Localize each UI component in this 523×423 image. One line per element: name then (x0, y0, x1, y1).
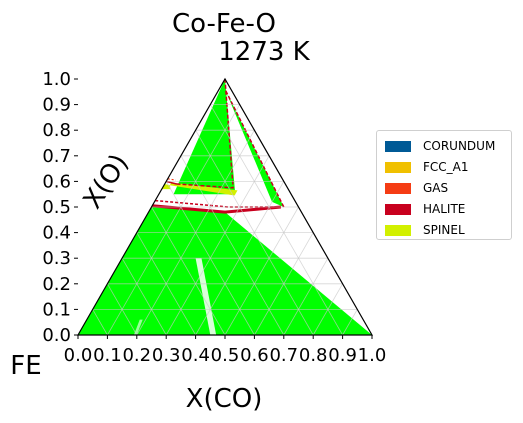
legend-label: FCC_A1 (423, 160, 469, 174)
grid-line-co (107, 104, 241, 336)
phase-region-lower (78, 207, 372, 335)
y-tick-label: 0.9 (42, 95, 71, 116)
legend: CORUNDUM FCC_A1 GAS HALITE SPINEL (376, 130, 512, 240)
tie-line-streak-small (133, 319, 143, 335)
grid-line-fe (151, 206, 226, 336)
x-tick-label: 0.7 (269, 345, 298, 366)
legend-swatch (385, 182, 411, 194)
corner-label: FE (10, 351, 41, 381)
y-tick-label: 0.5 (42, 197, 71, 218)
legend-entry: CORUNDUM (385, 139, 495, 153)
y-tick-labels: 0.0 0.1 0.2 0.3 0.4 0.5 0.6 0.7 0.8 0.9 1.0 (42, 69, 78, 346)
tie-line-streak (195, 258, 217, 335)
y-tick-label: 0.0 (42, 325, 71, 346)
grid-lines (92, 104, 358, 336)
grid-line-fe (107, 283, 138, 336)
grid-line-co (283, 258, 329, 336)
x-tick-label: 0.5 (211, 345, 240, 366)
spinel-band (169, 182, 238, 196)
y-tick-label: 0.6 (42, 171, 71, 192)
x-tick-label: 0.0 (64, 345, 93, 366)
grid-line-fe (209, 104, 343, 336)
plot-area (76, 77, 374, 336)
y-tick-label: 0.2 (42, 274, 71, 295)
y-tick-label: 0.3 (42, 248, 71, 269)
legend-entry: SPINEL (385, 223, 465, 237)
legend-entry: HALITE (385, 202, 465, 216)
x-tick-label: 0.2 (122, 345, 151, 366)
halite-boundary-lower (152, 204, 281, 214)
x-tick-label: 0.9 (328, 345, 357, 366)
legend-swatch (385, 140, 411, 152)
x-tick-label: 0.4 (181, 345, 210, 366)
legend-label: GAS (423, 181, 449, 195)
x-axis-label: X(CO) (186, 384, 263, 414)
y-tick-label: 1.0 (42, 69, 71, 90)
grid-line-fe (92, 309, 108, 336)
grid-line-fe (136, 232, 196, 336)
x-tick-labels: 0.0 0.1 0.2 0.3 0.4 0.5 0.6 0.7 0.8 0.9 1.0 (64, 335, 387, 366)
grid-line-co (342, 309, 358, 336)
chart-title: Co-Fe-O (172, 9, 276, 39)
halite-boundary-right (224, 88, 285, 208)
chart-subtitle: 1273 K (218, 37, 310, 67)
legend-swatch (385, 161, 411, 173)
halite-boundary-upper (155, 199, 281, 208)
x-tick-label: 0.6 (240, 345, 269, 366)
grid-line-co (224, 206, 299, 336)
x-tick-label: 0.8 (299, 345, 328, 366)
x-tick-label: 0.1 (93, 345, 122, 366)
x-tick-label: 0.3 (152, 345, 181, 366)
y-tick-label: 0.1 (42, 299, 71, 320)
y-tick-label: 0.8 (42, 120, 71, 141)
phase-region-upper-wedge (173, 79, 236, 195)
legend-swatch (385, 203, 411, 215)
legend-label: SPINEL (423, 223, 465, 237)
grid-line-fe (165, 181, 255, 336)
legend-entry: FCC_A1 (385, 160, 469, 174)
grid-line-fe (195, 130, 314, 336)
y-tick-label: 0.4 (42, 223, 71, 244)
legend-swatch (385, 224, 411, 236)
legend-label: HALITE (423, 202, 466, 216)
y-tick-label: 0.7 (42, 146, 71, 167)
legend-entry: GAS (385, 181, 448, 195)
grid-line-co (165, 155, 270, 336)
halite-boundary-left (166, 180, 177, 185)
y-axis-label: X(O) (78, 149, 135, 214)
halite-boundary-wedge (176, 78, 234, 189)
grid-line-fe (180, 155, 285, 336)
grid-line-fe (121, 258, 167, 336)
legend-label: CORUNDUM (423, 139, 496, 153)
gas-boundary (167, 178, 176, 181)
x-tick-label: 1.0 (358, 345, 387, 366)
